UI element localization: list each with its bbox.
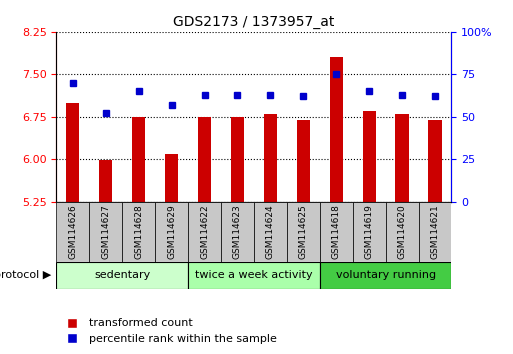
Text: GSM114628: GSM114628 <box>134 205 143 259</box>
Bar <box>221 202 254 262</box>
Bar <box>287 202 320 262</box>
Bar <box>132 117 145 202</box>
Text: GSM114619: GSM114619 <box>365 204 373 259</box>
Text: GSM114629: GSM114629 <box>167 205 176 259</box>
Bar <box>396 114 409 202</box>
Bar <box>428 120 442 202</box>
Bar <box>386 202 419 262</box>
Bar <box>320 262 451 289</box>
Text: GSM114627: GSM114627 <box>101 205 110 259</box>
Text: protocol ▶: protocol ▶ <box>0 270 51 280</box>
Bar <box>419 202 451 262</box>
Text: twice a week activity: twice a week activity <box>195 270 313 280</box>
Legend: transformed count, percentile rank within the sample: transformed count, percentile rank withi… <box>57 314 282 348</box>
Bar <box>122 202 155 262</box>
Text: GSM114623: GSM114623 <box>233 205 242 259</box>
Text: GSM114622: GSM114622 <box>200 205 209 259</box>
Bar <box>66 103 80 202</box>
Bar <box>99 160 112 202</box>
Bar <box>56 202 89 262</box>
Bar <box>188 202 221 262</box>
Title: GDS2173 / 1373957_at: GDS2173 / 1373957_at <box>173 16 334 29</box>
Bar <box>188 262 320 289</box>
Bar <box>353 202 386 262</box>
Bar <box>320 202 353 262</box>
Bar <box>231 117 244 202</box>
Bar <box>297 120 310 202</box>
Bar <box>254 202 287 262</box>
Text: GSM114626: GSM114626 <box>68 205 77 259</box>
Bar <box>198 117 211 202</box>
Bar <box>363 111 376 202</box>
Text: voluntary running: voluntary running <box>336 270 436 280</box>
Text: GSM114620: GSM114620 <box>398 205 407 259</box>
Text: GSM114621: GSM114621 <box>430 205 440 259</box>
Text: GSM114624: GSM114624 <box>266 205 275 259</box>
Text: sedentary: sedentary <box>94 270 150 280</box>
Text: GSM114625: GSM114625 <box>299 205 308 259</box>
Bar <box>165 154 178 202</box>
Bar <box>330 57 343 202</box>
Text: GSM114618: GSM114618 <box>332 204 341 259</box>
Bar <box>56 262 188 289</box>
Bar <box>155 202 188 262</box>
Bar <box>264 114 277 202</box>
Bar <box>89 202 122 262</box>
